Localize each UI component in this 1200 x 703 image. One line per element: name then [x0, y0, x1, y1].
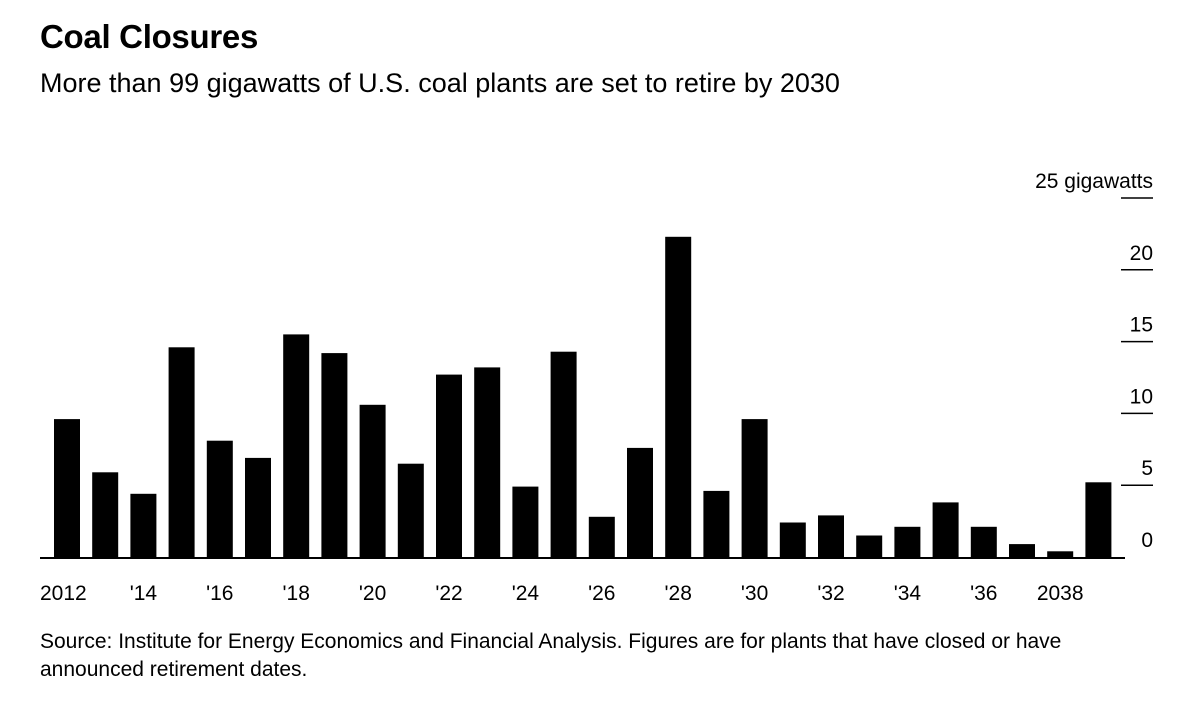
bar-2027: [627, 447, 653, 557]
bar-2031: [779, 522, 806, 557]
bar-2039: [1085, 482, 1112, 557]
y-tick-label: 10: [1130, 385, 1153, 408]
bar-2029: [703, 490, 730, 557]
bar-2035: [932, 502, 959, 557]
x-tick-label: '32: [817, 582, 844, 605]
x-tick-label: '36: [970, 582, 997, 605]
bar-2013: [92, 472, 119, 557]
bar-2023: [474, 367, 501, 557]
bar-2021: [397, 463, 424, 557]
y-tick-label: 20: [1130, 242, 1153, 265]
bar-2026: [588, 516, 615, 557]
x-axis: 2012 '14 '16 '18 '20 '22 '24 '26 '28 '30 '32 '34 '36…: [40, 582, 1084, 605]
bar-2030: [741, 419, 768, 557]
x-tick-label: '26: [588, 582, 615, 605]
x-tick-label: 2038: [1037, 582, 1084, 605]
y-tick-label: 25 gigawatts: [1035, 170, 1153, 193]
bar-2016: [206, 440, 233, 557]
bar-2038: [1047, 551, 1074, 557]
bar-2034: [894, 526, 921, 557]
y-tick-label: 5: [1141, 457, 1153, 480]
source-note: Source: Institute for Energy Economics a…: [40, 630, 1062, 681]
x-tick-label: '18: [283, 582, 310, 605]
x-tick-label: '20: [359, 582, 386, 605]
x-tick-label: '16: [206, 582, 233, 605]
y-tick-label: 0: [1141, 529, 1153, 552]
bar-2018: [283, 334, 310, 557]
bar-2037: [1009, 544, 1035, 557]
bars: [54, 236, 1112, 558]
bar-2014: [130, 493, 157, 557]
x-tick-label: 2012: [40, 582, 87, 605]
bar-2022: [436, 374, 462, 557]
bar-2033: [856, 535, 883, 557]
bar-2032: [818, 515, 844, 557]
x-tick-label: '28: [665, 582, 692, 605]
bar-2015: [168, 347, 195, 557]
bar-2036: [970, 526, 997, 557]
bar-2017: [245, 457, 271, 557]
x-tick-label: '22: [435, 582, 462, 605]
y-axis: 0 5 10 15 20 25 gigawatts: [1035, 170, 1153, 552]
bar-2019: [321, 353, 348, 557]
x-tick-label: '34: [894, 582, 922, 605]
bar-2025: [550, 351, 577, 557]
bar-2012: [54, 419, 80, 557]
x-tick-label: '14: [130, 582, 158, 605]
bar-2024: [512, 486, 539, 557]
x-tick-label: '30: [741, 582, 768, 605]
bar-2028: [665, 236, 692, 558]
chart-title: Coal Closures: [40, 18, 258, 55]
x-tick-label: '24: [512, 582, 540, 605]
chart-subtitle: More than 99 gigawatts of U.S. coal plan…: [40, 68, 840, 98]
y-tick-label: 15: [1130, 314, 1153, 337]
bar-2020: [359, 404, 386, 557]
